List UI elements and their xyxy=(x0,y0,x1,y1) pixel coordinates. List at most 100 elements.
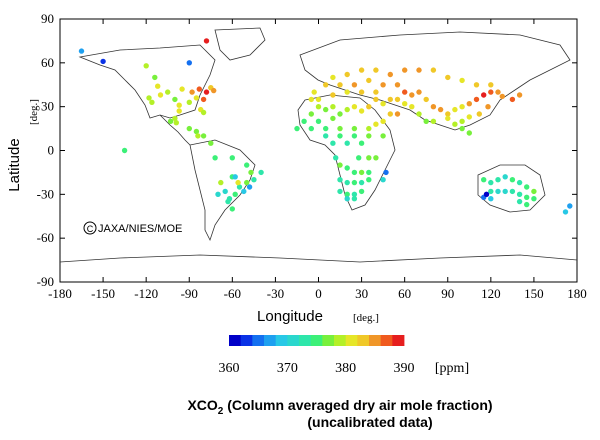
colorbar-swatch xyxy=(287,335,300,346)
y-axis-title: Latitude xyxy=(6,138,23,191)
data-point xyxy=(380,82,386,88)
data-point xyxy=(344,71,350,78)
data-point xyxy=(337,162,343,168)
data-point xyxy=(366,133,372,139)
data-point xyxy=(200,96,207,103)
data-point xyxy=(248,169,254,176)
data-point xyxy=(452,106,458,113)
data-point xyxy=(323,125,329,132)
data-point xyxy=(409,92,415,98)
greenland-outline xyxy=(214,27,266,61)
data-point xyxy=(373,121,379,127)
data-point xyxy=(423,118,429,125)
data-point xyxy=(236,184,243,190)
data-point xyxy=(531,188,537,195)
colorbar-swatch xyxy=(369,335,382,346)
data-point xyxy=(225,198,231,205)
data-point xyxy=(495,89,501,95)
data-point xyxy=(155,83,161,89)
data-point xyxy=(186,125,192,132)
colorbar-swatch xyxy=(264,335,277,346)
data-point xyxy=(337,133,343,139)
x-axis-title: Longitude xyxy=(257,308,323,325)
data-point xyxy=(330,92,336,98)
data-point xyxy=(251,177,257,183)
data-point xyxy=(356,155,362,161)
data-point xyxy=(195,133,201,139)
data-point xyxy=(394,82,401,88)
data-point xyxy=(246,184,253,190)
data-point xyxy=(200,109,207,116)
data-point xyxy=(344,89,350,95)
data-point xyxy=(193,95,200,101)
data-point xyxy=(481,177,487,183)
data-point xyxy=(358,188,365,195)
data-point xyxy=(241,188,247,195)
data-point xyxy=(358,140,365,146)
data-point xyxy=(176,102,182,108)
antarctica-outline xyxy=(59,254,578,263)
y-axis-unit: [deg.] xyxy=(28,99,40,125)
data-point xyxy=(509,188,516,195)
x-tick-label: -90 xyxy=(181,286,198,301)
data-point xyxy=(330,115,336,122)
colorbar-tick-label: 360 xyxy=(219,361,240,376)
data-point xyxy=(330,74,336,81)
data-point xyxy=(416,67,422,73)
data-point xyxy=(78,48,85,54)
data-point xyxy=(212,155,218,161)
data-point xyxy=(402,67,408,73)
data-point xyxy=(488,188,494,195)
x-tick-label: 0 xyxy=(315,286,322,301)
data-point xyxy=(337,125,343,132)
data-point xyxy=(351,196,358,202)
data-point xyxy=(152,74,158,81)
data-point xyxy=(373,155,379,161)
data-point xyxy=(215,191,221,197)
data-point xyxy=(344,179,350,186)
data-point xyxy=(146,95,152,101)
chart-title: XCO2 (Column averaged dry air mole fract… xyxy=(187,397,492,417)
colorbar-tick-labels: 360 370 380 390 xyxy=(219,361,415,376)
data-point xyxy=(445,115,451,122)
data-point xyxy=(308,111,314,117)
data-point xyxy=(308,96,314,103)
data-point xyxy=(459,77,465,84)
x-tick-label: 90 xyxy=(441,286,454,301)
y-tick-label: 90 xyxy=(41,11,54,26)
data-point xyxy=(351,125,358,132)
data-point xyxy=(222,188,228,195)
data-point xyxy=(344,106,350,113)
data-point xyxy=(358,67,365,73)
data-point xyxy=(358,179,365,186)
data-point xyxy=(344,140,350,146)
data-point xyxy=(488,82,494,88)
data-point xyxy=(485,104,491,110)
australia-outline xyxy=(477,164,546,213)
title-symbol-xco: XCO xyxy=(187,397,217,413)
colorbar-tick-label: 380 xyxy=(335,361,356,376)
data-point xyxy=(149,99,155,106)
data-point xyxy=(495,188,501,195)
x-tick-label: -60 xyxy=(224,286,241,301)
data-point xyxy=(488,196,494,202)
title-rest: (Column averaged dry air mole fraction) xyxy=(223,397,492,413)
colorbar xyxy=(229,335,405,346)
data-point xyxy=(524,201,530,208)
y-tick-label: -60 xyxy=(37,230,54,245)
colorbar-unit: [ppm] xyxy=(435,361,469,376)
x-tick-label: -120 xyxy=(134,286,158,301)
data-point xyxy=(466,101,472,107)
data-point xyxy=(516,191,523,197)
eurasia-outline xyxy=(299,31,571,131)
data-point xyxy=(229,155,235,161)
colorbar-tick-label: 390 xyxy=(394,361,415,376)
data-point xyxy=(172,96,178,103)
data-point xyxy=(358,89,365,95)
data-point xyxy=(430,104,437,110)
data-point xyxy=(351,179,358,186)
data-point xyxy=(258,169,264,176)
data-point xyxy=(229,206,235,212)
data-point xyxy=(488,179,494,186)
